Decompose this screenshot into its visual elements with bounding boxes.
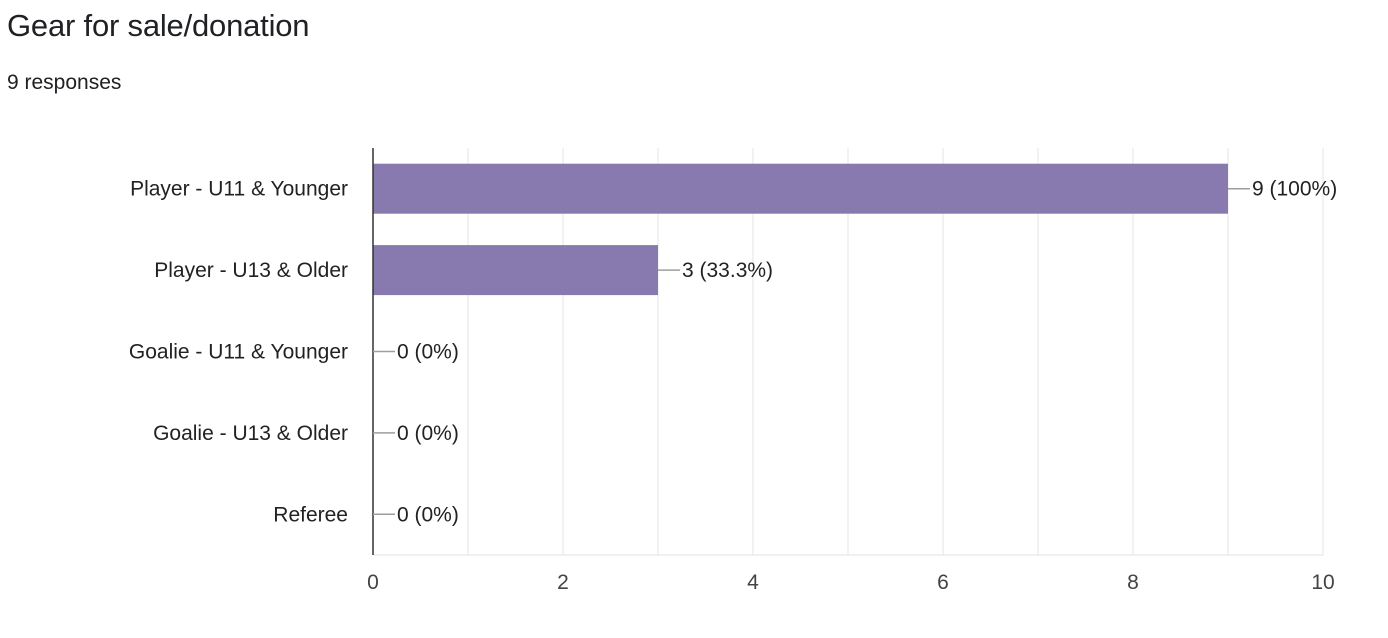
bar	[373, 245, 658, 296]
category-label: Goalie - U11 & Younger	[129, 341, 348, 364]
bar	[373, 163, 1228, 214]
x-tick-label: 4	[747, 571, 759, 594]
x-tick-label: 0	[367, 571, 379, 594]
data-label: 0 (0%)	[397, 422, 459, 445]
category-label: Player - U13 & Older	[154, 259, 348, 282]
gridlines	[467, 148, 1324, 555]
x-tick-label: 2	[557, 571, 569, 594]
data-label: 9 (100%)	[1252, 178, 1337, 201]
x-tick-label: 6	[937, 571, 949, 594]
response-count: 9 responses	[7, 71, 122, 94]
data-label: 3 (33.3%)	[682, 259, 773, 282]
labels: 9 (100%) Player - U11 & Younger 3 (33.3%) P…	[129, 178, 1337, 594]
category-label: Goalie - U13 & Older	[153, 422, 348, 445]
x-tick-label: 10	[1311, 571, 1334, 594]
x-tick-label: 8	[1127, 571, 1139, 594]
category-label: Player - U11 & Younger	[130, 178, 348, 201]
data-label: 0 (0%)	[397, 503, 459, 526]
data-label: 0 (0%)	[397, 341, 459, 364]
bars	[373, 163, 1228, 296]
category-label: Referee	[273, 503, 348, 526]
chart-title: Gear for sale/donation	[7, 8, 310, 43]
